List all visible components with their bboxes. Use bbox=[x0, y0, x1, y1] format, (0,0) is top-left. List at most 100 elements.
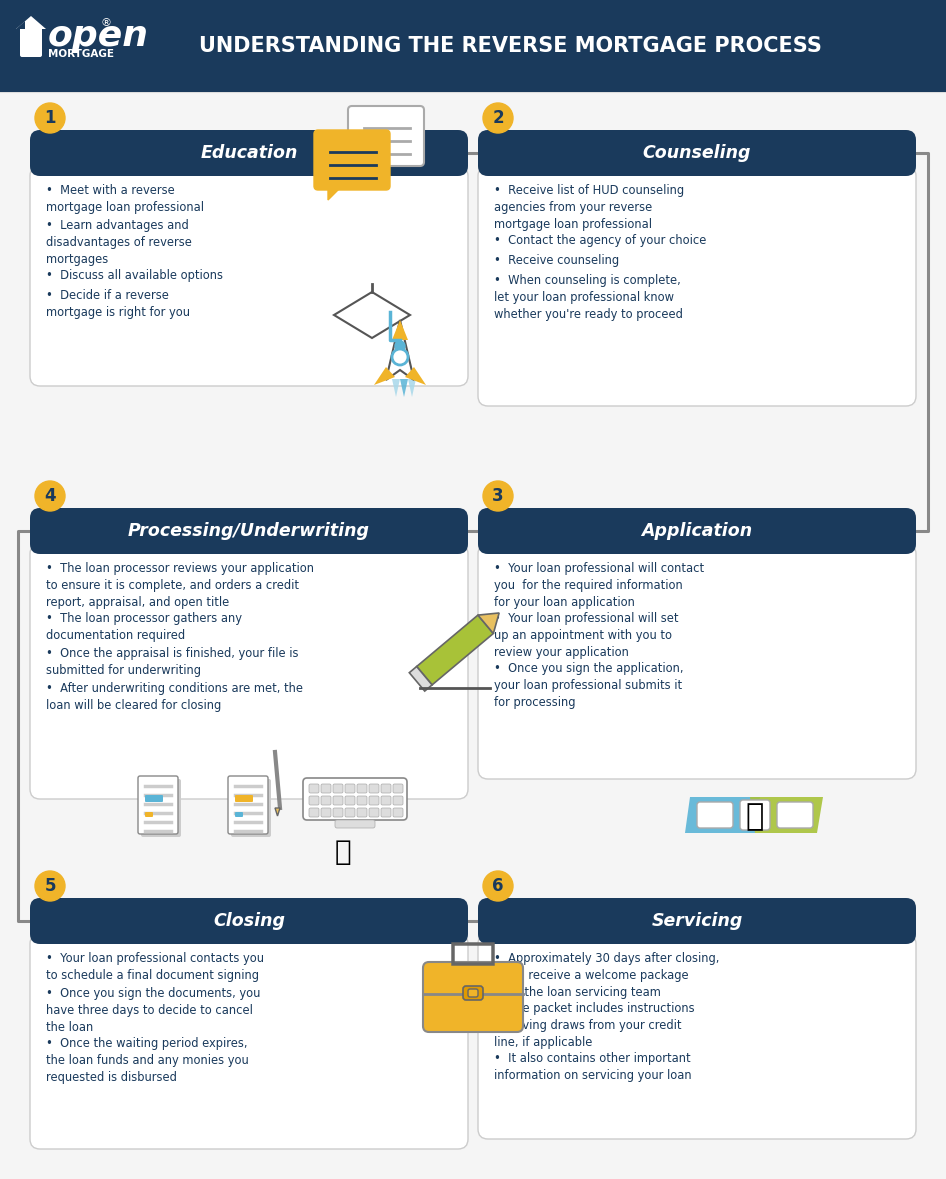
Text: •  Your loan professional contacts you
to schedule a final document signing: • Your loan professional contacts you to… bbox=[46, 951, 264, 982]
Circle shape bbox=[392, 349, 408, 365]
FancyBboxPatch shape bbox=[345, 808, 355, 817]
Text: Servicing: Servicing bbox=[651, 913, 743, 930]
FancyBboxPatch shape bbox=[345, 796, 355, 805]
Polygon shape bbox=[408, 378, 416, 397]
FancyBboxPatch shape bbox=[357, 796, 367, 805]
FancyBboxPatch shape bbox=[369, 796, 379, 805]
Text: •  It also contains other important
information on servicing your loan: • It also contains other important infor… bbox=[494, 1052, 692, 1082]
Text: 1: 1 bbox=[44, 108, 56, 127]
Text: •  When counseling is complete,
let your loan professional know
whether you're r: • When counseling is complete, let your … bbox=[494, 274, 683, 321]
Text: Counseling: Counseling bbox=[642, 144, 751, 162]
FancyBboxPatch shape bbox=[30, 544, 468, 799]
Polygon shape bbox=[392, 378, 400, 397]
Text: Processing/Underwriting: Processing/Underwriting bbox=[128, 522, 370, 540]
FancyBboxPatch shape bbox=[478, 898, 916, 944]
FancyBboxPatch shape bbox=[345, 784, 355, 793]
FancyBboxPatch shape bbox=[478, 934, 916, 1139]
Text: Application: Application bbox=[641, 522, 753, 540]
FancyBboxPatch shape bbox=[369, 784, 379, 793]
Polygon shape bbox=[334, 292, 410, 338]
FancyBboxPatch shape bbox=[141, 779, 181, 837]
Text: •  Discuss all available options: • Discuss all available options bbox=[46, 269, 223, 282]
Text: •  Meet with a reverse
mortgage loan professional: • Meet with a reverse mortgage loan prof… bbox=[46, 184, 204, 215]
Text: 🤝: 🤝 bbox=[745, 803, 764, 831]
Text: 5: 5 bbox=[44, 877, 56, 895]
FancyBboxPatch shape bbox=[381, 808, 391, 817]
FancyBboxPatch shape bbox=[30, 898, 468, 944]
FancyBboxPatch shape bbox=[335, 821, 375, 828]
Polygon shape bbox=[750, 797, 823, 834]
Text: •  Your loan professional will contact
you  for the required information
for you: • Your loan professional will contact yo… bbox=[494, 562, 704, 610]
FancyBboxPatch shape bbox=[393, 796, 403, 805]
Polygon shape bbox=[416, 615, 494, 685]
FancyBboxPatch shape bbox=[20, 27, 42, 57]
FancyBboxPatch shape bbox=[145, 795, 163, 802]
FancyBboxPatch shape bbox=[478, 508, 916, 554]
Text: MORTGAGE: MORTGAGE bbox=[48, 50, 114, 59]
Text: ®: ® bbox=[100, 18, 111, 28]
FancyBboxPatch shape bbox=[309, 784, 319, 793]
Polygon shape bbox=[275, 808, 280, 816]
FancyBboxPatch shape bbox=[138, 776, 178, 834]
FancyBboxPatch shape bbox=[381, 796, 391, 805]
Text: 4: 4 bbox=[44, 487, 56, 505]
FancyBboxPatch shape bbox=[478, 130, 916, 176]
FancyBboxPatch shape bbox=[740, 801, 770, 830]
FancyBboxPatch shape bbox=[423, 962, 523, 1032]
Text: UNDERSTANDING THE REVERSE MORTGAGE PROCESS: UNDERSTANDING THE REVERSE MORTGAGE PROCE… bbox=[199, 37, 821, 55]
FancyBboxPatch shape bbox=[463, 986, 483, 1000]
Text: open: open bbox=[48, 19, 149, 53]
FancyBboxPatch shape bbox=[333, 808, 343, 817]
Text: •  After underwriting conditions are met, the
loan will be cleared for closing: • After underwriting conditions are met,… bbox=[46, 681, 303, 712]
Polygon shape bbox=[328, 186, 342, 200]
FancyBboxPatch shape bbox=[235, 795, 253, 802]
Circle shape bbox=[483, 871, 513, 901]
Text: •  Once the appraisal is finished, your file is
submitted for underwriting: • Once the appraisal is finished, your f… bbox=[46, 647, 299, 677]
Text: 6: 6 bbox=[492, 877, 504, 895]
Polygon shape bbox=[478, 613, 499, 633]
FancyBboxPatch shape bbox=[468, 989, 478, 997]
FancyBboxPatch shape bbox=[333, 796, 343, 805]
Text: •  Once you sign the application,
your loan professional submits it
for processi: • Once you sign the application, your lo… bbox=[494, 661, 684, 709]
FancyBboxPatch shape bbox=[314, 130, 390, 190]
FancyBboxPatch shape bbox=[478, 166, 916, 406]
FancyBboxPatch shape bbox=[357, 808, 367, 817]
FancyBboxPatch shape bbox=[30, 934, 468, 1150]
Text: Closing: Closing bbox=[213, 913, 285, 930]
FancyBboxPatch shape bbox=[393, 808, 403, 817]
Text: •  Approximately 30 days after closing,
you'll receive a welcome package
from th: • Approximately 30 days after closing, y… bbox=[494, 951, 719, 999]
FancyBboxPatch shape bbox=[30, 508, 468, 554]
Text: •  Receive list of HUD counseling
agencies from your reverse
mortgage loan profe: • Receive list of HUD counseling agencie… bbox=[494, 184, 684, 231]
FancyBboxPatch shape bbox=[393, 784, 403, 793]
FancyBboxPatch shape bbox=[231, 779, 271, 837]
FancyBboxPatch shape bbox=[369, 808, 379, 817]
FancyBboxPatch shape bbox=[30, 166, 468, 386]
FancyBboxPatch shape bbox=[777, 802, 813, 828]
Circle shape bbox=[35, 103, 65, 133]
Circle shape bbox=[395, 341, 405, 351]
Polygon shape bbox=[358, 162, 372, 174]
Text: 3: 3 bbox=[492, 487, 504, 505]
FancyBboxPatch shape bbox=[0, 0, 946, 92]
FancyBboxPatch shape bbox=[228, 776, 268, 834]
Circle shape bbox=[35, 481, 65, 511]
FancyBboxPatch shape bbox=[348, 106, 424, 166]
Circle shape bbox=[483, 481, 513, 511]
FancyBboxPatch shape bbox=[303, 778, 407, 821]
FancyBboxPatch shape bbox=[697, 802, 733, 828]
Text: •  Decide if a reverse
mortgage is right for you: • Decide if a reverse mortgage is right … bbox=[46, 289, 190, 320]
FancyBboxPatch shape bbox=[309, 808, 319, 817]
FancyBboxPatch shape bbox=[321, 784, 331, 793]
FancyBboxPatch shape bbox=[478, 544, 916, 779]
Text: •  Learn advantages and
disadvantages of reverse
mortgages: • Learn advantages and disadvantages of … bbox=[46, 219, 192, 266]
Text: •  The loan processor reviews your application
to ensure it is complete, and ord: • The loan processor reviews your applic… bbox=[46, 562, 314, 610]
Polygon shape bbox=[386, 320, 414, 380]
FancyBboxPatch shape bbox=[357, 784, 367, 793]
Text: Education: Education bbox=[201, 144, 298, 162]
Polygon shape bbox=[400, 378, 408, 397]
FancyBboxPatch shape bbox=[321, 796, 331, 805]
FancyBboxPatch shape bbox=[321, 808, 331, 817]
Text: •  Your loan professional will set
up an appointment with you to
review your app: • Your loan professional will set up an … bbox=[494, 612, 678, 659]
Text: •  The packet includes instructions
receiving draws from your credit
line, if ap: • The packet includes instructions recei… bbox=[494, 1002, 694, 1049]
FancyBboxPatch shape bbox=[381, 784, 391, 793]
